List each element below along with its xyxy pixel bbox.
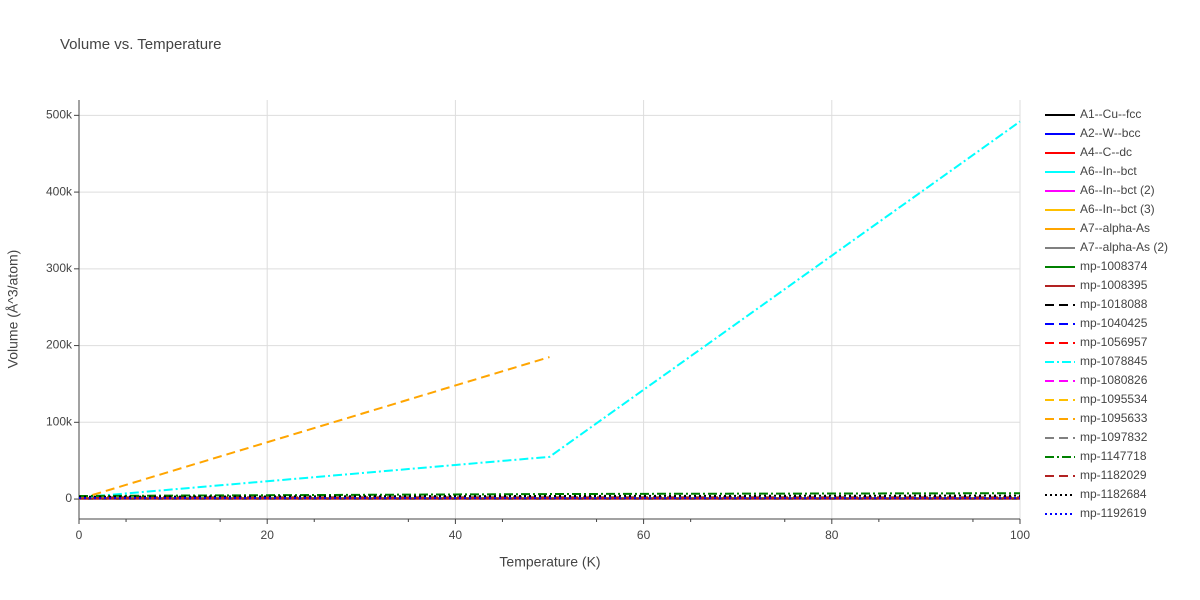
legend-label: mp-1040425 bbox=[1080, 316, 1148, 330]
legend-label: mp-1078845 bbox=[1080, 354, 1148, 368]
legend-label: A7--alpha-As (2) bbox=[1080, 240, 1168, 254]
y-tick-label: 100k bbox=[46, 414, 73, 428]
legend-label: mp-1056957 bbox=[1080, 335, 1148, 349]
legend-label: mp-1018088 bbox=[1080, 297, 1148, 311]
legend-label: A6--In--bct (2) bbox=[1080, 183, 1155, 197]
series-line bbox=[78, 494, 1021, 498]
x-tick-label: 80 bbox=[825, 528, 839, 542]
legend-label: A6--In--bct (3) bbox=[1080, 202, 1155, 216]
y-tick-label: 400k bbox=[46, 184, 73, 198]
legend-label: mp-1080826 bbox=[1080, 373, 1148, 387]
legend-label: A7--alpha-As bbox=[1080, 221, 1150, 235]
legend-label: mp-1182684 bbox=[1080, 487, 1147, 501]
legend-label: A2--W--bcc bbox=[1080, 126, 1140, 140]
series-line bbox=[78, 356, 550, 501]
x-tick-label: 0 bbox=[76, 528, 83, 542]
legend-label: mp-1147718 bbox=[1080, 449, 1147, 463]
grid: 0 20 40 60 80 100 0 100k 200k 300k 400k 500k bbox=[46, 100, 1030, 542]
legend-label: mp-1095534 bbox=[1080, 392, 1148, 406]
x-tick-label: 20 bbox=[261, 528, 275, 542]
y-tick-label: 500k bbox=[46, 108, 73, 122]
y-tick-label: 200k bbox=[46, 338, 73, 352]
x-tick-label: 60 bbox=[637, 528, 651, 542]
legend-label: mp-1008395 bbox=[1080, 278, 1148, 292]
chart-title: Volume vs. Temperature bbox=[60, 36, 221, 53]
legend-label: mp-1008374 bbox=[1080, 259, 1148, 273]
legend-label: A6--In--bct bbox=[1080, 164, 1137, 178]
x-tick-label: 40 bbox=[449, 528, 463, 542]
series-line bbox=[78, 120, 1021, 499]
legend: A1--Cu--fcc A2--W--bcc A4--C--dc A6--In--bc… bbox=[1045, 107, 1168, 520]
plot-area bbox=[78, 120, 1021, 501]
x-axis-title: Temperature (K) bbox=[499, 554, 600, 570]
y-tick-label: 0 bbox=[65, 491, 72, 505]
series-line bbox=[78, 492, 1021, 497]
legend-label: mp-1192619 bbox=[1080, 506, 1147, 520]
legend-label: mp-1095633 bbox=[1080, 411, 1148, 425]
legend-label: A4--C--dc bbox=[1080, 145, 1132, 159]
legend-label: mp-1097832 bbox=[1080, 430, 1148, 444]
y-axis-title: Volume (Å^3/atom) bbox=[5, 250, 21, 369]
x-tick-label: 100 bbox=[1010, 528, 1030, 542]
legend-label: mp-1182029 bbox=[1080, 468, 1147, 482]
y-tick-label: 300k bbox=[46, 261, 73, 275]
legend-label: A1--Cu--fcc bbox=[1080, 107, 1141, 121]
